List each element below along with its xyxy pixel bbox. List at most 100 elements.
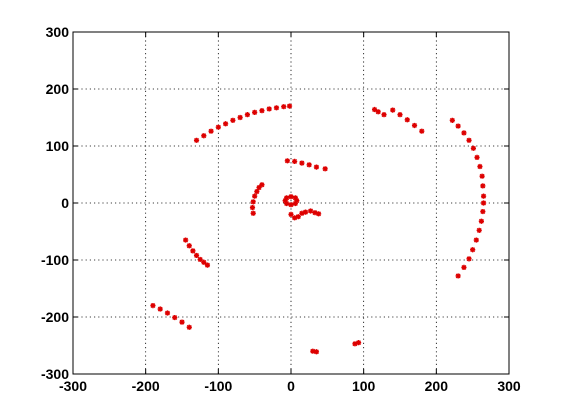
- data-point: [256, 185, 262, 191]
- data-point: [404, 117, 410, 123]
- y-tick-label: 200: [46, 81, 70, 97]
- data-point: [250, 199, 256, 205]
- data-point: [237, 114, 243, 121]
- data-point: [244, 112, 250, 118]
- data-point: [355, 340, 362, 346]
- data-point: [322, 166, 328, 172]
- data-point: [299, 160, 305, 166]
- data-point: [455, 123, 461, 129]
- data-point: [390, 107, 396, 113]
- data-point: [186, 324, 192, 330]
- data-point: [193, 252, 200, 259]
- x-tick-label: 300: [497, 378, 521, 394]
- data-point: [157, 306, 163, 312]
- data-point: [259, 182, 265, 188]
- data-point: [249, 204, 256, 211]
- data-point: [292, 195, 298, 201]
- data-point: [273, 105, 280, 111]
- data-point: [266, 106, 272, 112]
- data-point: [190, 248, 196, 254]
- data-point: [186, 243, 192, 249]
- data-point: [288, 202, 294, 208]
- data-point: [306, 162, 312, 168]
- data-point: [284, 200, 290, 207]
- data-point: [164, 310, 171, 316]
- data-point: [480, 208, 486, 215]
- data-point: [352, 341, 358, 347]
- data-point: [295, 214, 301, 220]
- x-tick-label: -200: [132, 378, 160, 394]
- data-point: [230, 117, 236, 123]
- data-point: [204, 262, 211, 268]
- data-point: [281, 104, 287, 110]
- data-point: [208, 128, 214, 134]
- data-point: [223, 121, 229, 127]
- y-tick-label: -200: [41, 309, 69, 325]
- x-tick-label: -300: [59, 378, 87, 394]
- data-point: [477, 163, 483, 170]
- data-point: [215, 124, 221, 130]
- data-point: [302, 209, 309, 215]
- data-point: [480, 200, 487, 206]
- data-point: [313, 164, 320, 170]
- data-point: [294, 198, 300, 204]
- data-point: [288, 211, 294, 217]
- data-point: [150, 303, 156, 309]
- data-point: [288, 194, 294, 200]
- data-point: [197, 256, 203, 263]
- data-point: [254, 189, 260, 195]
- data-point: [476, 227, 482, 233]
- data-point: [201, 259, 207, 265]
- y-tick-label: -300: [41, 366, 69, 382]
- data-point: [397, 112, 403, 118]
- data-point: [282, 198, 288, 204]
- data-point: [371, 106, 378, 113]
- data-point: [316, 211, 322, 217]
- data-point: [381, 112, 387, 118]
- data-point: [284, 158, 290, 164]
- data-point: [313, 349, 320, 355]
- x-tick-label: 200: [425, 378, 449, 394]
- data-point: [201, 133, 207, 139]
- data-point: [449, 117, 455, 123]
- data-point: [474, 154, 480, 160]
- data-point: [480, 193, 487, 199]
- x-tick-label: 100: [352, 378, 376, 394]
- data-points: [150, 103, 487, 355]
- data-point: [473, 237, 479, 243]
- data-point: [292, 215, 298, 221]
- data-point: [284, 195, 290, 201]
- data-point: [193, 137, 200, 143]
- data-point: [480, 183, 486, 189]
- data-point: [250, 210, 256, 216]
- data-point: [308, 208, 314, 214]
- data-point: [375, 109, 381, 115]
- data-point: [172, 314, 178, 321]
- data-point: [470, 247, 476, 253]
- data-point: [479, 173, 485, 179]
- x-tick-label: 0: [287, 378, 295, 394]
- data-point: [310, 348, 316, 354]
- data-point: [183, 237, 189, 243]
- data-point: [292, 158, 298, 164]
- y-tick-label: -100: [41, 252, 69, 268]
- data-point: [419, 128, 425, 134]
- data-point: [252, 109, 258, 115]
- data-point: [299, 210, 305, 216]
- data-point: [411, 122, 418, 129]
- data-point: [461, 264, 467, 271]
- data-point: [292, 200, 298, 207]
- data-point: [312, 210, 318, 216]
- data-point: [259, 108, 265, 114]
- tick-labels: -300 -200 -100 0 100 200 300 -300 -200 -100 0 100 20…: [41, 24, 521, 394]
- y-tick-label: 300: [46, 24, 70, 40]
- tick-marks: [72, 31, 510, 375]
- data-point: [179, 319, 185, 325]
- data-point: [286, 103, 293, 109]
- x-tick-label: -100: [204, 378, 232, 394]
- data-point: [455, 273, 461, 279]
- data-point: [252, 193, 258, 199]
- data-point: [466, 256, 472, 262]
